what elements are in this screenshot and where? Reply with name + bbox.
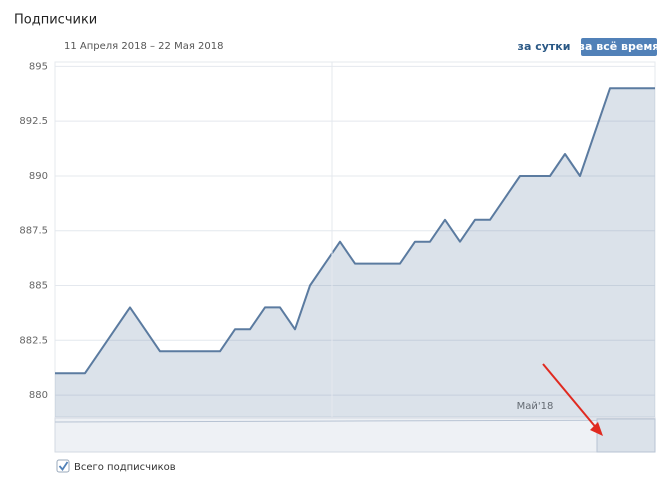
y-tick-label: 885 <box>29 281 48 292</box>
navigator-line <box>54 419 656 423</box>
navigator-selection[interactable] <box>596 418 656 453</box>
y-tick-label: 887.5 <box>19 226 48 237</box>
arrow-head <box>590 422 603 436</box>
y-tick-label: 882.5 <box>19 335 48 346</box>
plot: 880 882.5 885 887.5 890 892.5 895 Май'18 <box>19 61 656 418</box>
y-tick-label: 890 <box>29 171 48 182</box>
date-range: 11 Апреля 2018 – 22 Мая 2018 <box>64 41 223 52</box>
y-tick-label: 895 <box>29 61 48 72</box>
day-button[interactable]: за сутки <box>518 40 571 53</box>
area-fill <box>55 88 655 418</box>
checkbox-check <box>58 461 69 471</box>
all-time-button-bg[interactable] <box>581 38 657 56</box>
line <box>55 87 655 375</box>
x-tick-label: Май'18 <box>517 401 554 412</box>
all-time-button[interactable]: за всё время <box>579 40 660 53</box>
legend-label[interactable]: Всего подписчиков <box>74 462 176 473</box>
widget-title: Подписчики <box>14 13 97 28</box>
annotation-arrow <box>542 363 599 431</box>
y-tick-label: 892.5 <box>19 116 48 127</box>
y-tick-label: 880 <box>29 390 48 401</box>
navigator[interactable] <box>54 417 656 453</box>
